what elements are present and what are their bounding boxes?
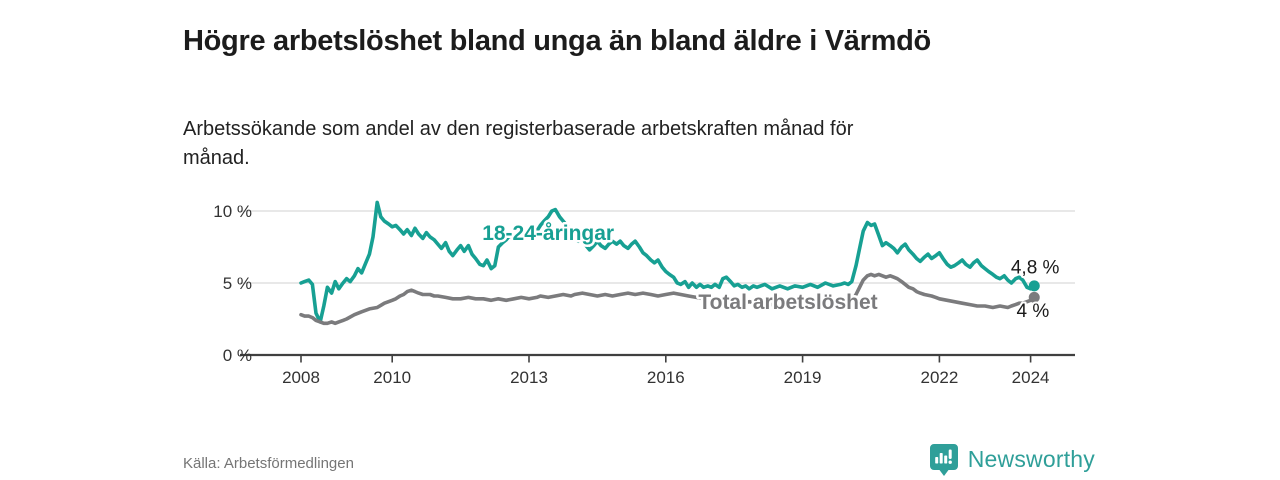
brand-name: Newsworthy	[967, 446, 1095, 472]
y-tick-label-5: 5 %	[223, 274, 252, 293]
x-tick-label-2013: 2013	[510, 368, 548, 387]
newsworthy-logo-icon	[929, 443, 959, 476]
series-line-0	[299, 200, 1036, 324]
x-tick-label-2024: 2024	[1012, 368, 1050, 387]
x-tick-label-2016: 2016	[647, 368, 685, 387]
x-tick-label-2010: 2010	[373, 368, 411, 387]
series-end-label-1: 4 %	[1017, 301, 1050, 322]
unemployment-line-chart: 2008 2010 2013 2016 2019 2022 2024 0 % 5 % 10 % 18…	[213, 200, 1075, 387]
y-tick-label-10: 10 %	[213, 202, 252, 221]
series-label-0: 18-24-åringar	[482, 222, 614, 245]
page-title: Högre arbetslöshet bland unga än bland ä…	[183, 25, 931, 58]
x-tick-label-2022: 2022	[920, 368, 958, 387]
series-end-dot-0	[1028, 280, 1040, 292]
series-line-1	[299, 272, 1036, 326]
x-tick-label-2008: 2008	[282, 368, 320, 387]
brand-lockup: Newsworthy	[929, 443, 1095, 476]
series-end-label-0: 4,8 %	[1011, 258, 1060, 279]
x-tick-label-2019: 2019	[784, 368, 822, 387]
y-tick-label-0: 0 %	[223, 346, 252, 365]
series-label-1: Total arbetslöshet	[698, 291, 877, 314]
series-end-dot-1	[1028, 291, 1040, 303]
chart-subtitle: Arbetssökande som andel av den registerb…	[183, 118, 854, 169]
source-note: Källa: Arbetsförmedlingen	[183, 455, 354, 472]
